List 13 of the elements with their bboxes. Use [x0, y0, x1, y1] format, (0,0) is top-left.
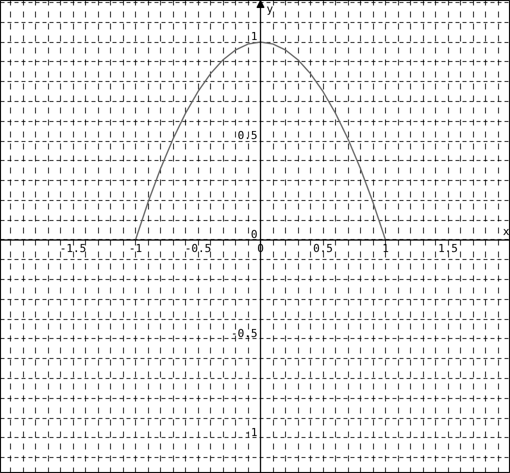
- x-tick-label: -0.5: [184, 242, 212, 255]
- x-tick-label: 0.5: [313, 242, 333, 255]
- y-axis-title: y: [266, 2, 274, 16]
- y-tick-label: -0.5: [231, 326, 258, 340]
- y-tick-label: -1: [244, 426, 258, 439]
- x-tick-label: -1.5: [60, 242, 86, 255]
- x-axis-title: x: [502, 224, 510, 238]
- y-tick-label: 1: [250, 30, 258, 44]
- x-tick-label: 1: [382, 242, 389, 255]
- y-tick-label: 0.5: [238, 129, 258, 142]
- x-tick-label: -1: [128, 242, 142, 255]
- y-tick-label: 0: [250, 228, 258, 241]
- x-tick-label: 1.5: [438, 242, 458, 255]
